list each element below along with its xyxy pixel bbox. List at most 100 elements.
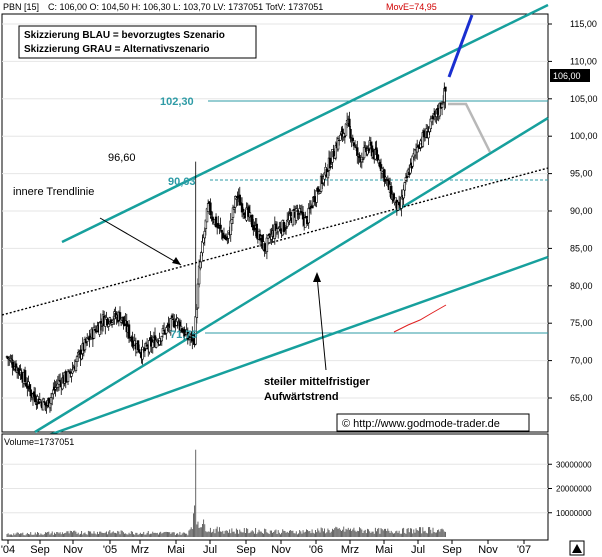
candle-body <box>112 319 115 322</box>
volume-bar-series <box>6 449 446 537</box>
time-tick-label: Sep <box>30 544 50 556</box>
copyright-box <box>336 413 530 432</box>
candle-body <box>305 215 308 219</box>
candle-body <box>349 128 352 139</box>
candle-body <box>307 207 310 224</box>
price-tick-label: 105,00 <box>570 94 598 104</box>
candle-body <box>211 216 214 221</box>
chart-header <box>0 0 602 13</box>
candle-body <box>10 359 13 361</box>
candle-body <box>369 141 373 146</box>
candle-body <box>330 164 333 167</box>
candle-body <box>220 229 223 233</box>
candle-body <box>296 210 299 212</box>
time-tick-label: '04 <box>1 544 15 556</box>
candle-body <box>100 325 104 327</box>
candle-body <box>265 237 269 253</box>
candle-body <box>23 370 27 382</box>
price-panel: 115,00 110,00 105,00 100,00 95,00 90,00 85,00 8… <box>1 13 598 433</box>
candle-body <box>75 356 79 362</box>
candle-body <box>402 189 405 199</box>
volume-label: Volume=1737051 <box>4 437 74 447</box>
time-tick-label: Jul <box>411 544 425 556</box>
time-tick-label: '06 <box>309 544 323 556</box>
channel-lower-line <box>34 116 549 434</box>
candle-body <box>110 322 114 325</box>
last-price-value: 106,00 <box>553 71 581 81</box>
candle-body <box>154 339 158 348</box>
candle-body <box>427 131 430 139</box>
candle-body <box>415 146 419 153</box>
candle-body <box>196 283 200 309</box>
candlestick-series <box>5 82 447 414</box>
candle-body <box>170 315 174 318</box>
candle-body <box>353 144 357 147</box>
time-tick-label: Nov <box>478 544 498 556</box>
candle-body <box>20 371 23 380</box>
candle-body <box>203 230 206 239</box>
candle-body <box>386 179 390 181</box>
level-label-90: 90,63 <box>168 176 196 188</box>
candle-body <box>400 196 403 209</box>
candle-body <box>74 361 78 371</box>
time-tick-label: Mrz <box>131 544 149 556</box>
header-stats: C: 106,00 O: 104,50 H: 106,30 L: 103,70 … <box>48 2 323 12</box>
candle-body <box>283 229 287 231</box>
candle-body <box>438 102 441 117</box>
price-tick-label: 110,00 <box>570 56 597 66</box>
price-tick-label: 100,00 <box>570 131 598 141</box>
candle-body <box>276 228 280 233</box>
candle-body <box>344 123 348 136</box>
candle-body <box>160 336 164 342</box>
candle-body <box>107 323 110 327</box>
candle-body <box>248 212 252 218</box>
candle-body <box>308 207 312 210</box>
candle-body <box>165 327 168 334</box>
candle-body <box>232 207 236 210</box>
arrowhead-uptrend <box>313 272 321 282</box>
alternative-scenario-path <box>448 102 492 153</box>
legend-line-blue: Skizzierung BLAU = bevorzugtes Szenario <box>24 30 225 41</box>
last-price-tag <box>550 69 590 82</box>
candle-body <box>361 158 365 161</box>
candle-body <box>195 309 199 318</box>
time-tick-label: Mai <box>167 544 185 556</box>
candle-body <box>441 102 445 105</box>
volume-tick-label: 10000000 <box>556 509 592 518</box>
candle-body <box>199 261 202 269</box>
scenario-legend-box <box>18 25 257 59</box>
candle-body <box>151 341 154 348</box>
time-tick-label: '05 <box>103 544 117 556</box>
price-tick-label: 85,00 <box>570 243 593 253</box>
candle-body <box>28 384 31 390</box>
channel-upper-line <box>61 3 549 244</box>
candle-body <box>138 349 141 353</box>
candle-body <box>58 380 62 382</box>
candle-body <box>291 210 295 226</box>
price-tick-label: 75,00 <box>570 318 593 328</box>
candle-body <box>217 223 220 229</box>
inner-trendline-label: innere Trendlinie <box>13 186 94 198</box>
candle-body <box>278 226 281 228</box>
volume-tick-label: 30000000 <box>556 460 592 469</box>
candle-body <box>200 251 203 263</box>
candle-body <box>131 336 134 347</box>
candle-body <box>266 235 270 239</box>
candle-body <box>11 361 14 368</box>
candle-body <box>148 340 151 353</box>
candle-body <box>440 103 444 108</box>
price-tick-label: 80,00 <box>570 281 593 291</box>
candle-body <box>41 398 45 411</box>
candle-body <box>54 387 57 390</box>
candle-body <box>50 393 54 399</box>
candle-body <box>367 148 370 151</box>
time-tick-label: Mrz <box>341 544 359 556</box>
candle-body <box>219 224 222 229</box>
candle-body <box>98 322 101 335</box>
candle-body <box>403 182 406 191</box>
candle-body <box>315 189 318 203</box>
candle-body <box>236 195 239 199</box>
candle-body <box>289 212 292 217</box>
copyright-link[interactable]: © http://www.godmode-trader.de <box>342 418 500 430</box>
